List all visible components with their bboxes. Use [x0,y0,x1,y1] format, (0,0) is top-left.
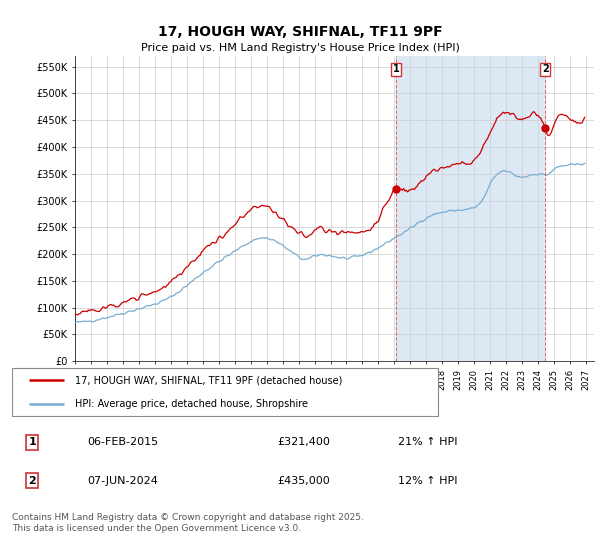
Text: £435,000: £435,000 [277,476,330,486]
Text: 12% ↑ HPI: 12% ↑ HPI [398,476,457,486]
Text: 17, HOUGH WAY, SHIFNAL, TF11 9PF (detached house): 17, HOUGH WAY, SHIFNAL, TF11 9PF (detach… [76,375,343,385]
Bar [545,56,594,361]
Text: £321,400: £321,400 [277,437,330,447]
FancyBboxPatch shape [12,368,438,416]
Bar [396,56,545,361]
Text: HPI: Average price, detached house, Shropshire: HPI: Average price, detached house, Shro… [76,399,308,409]
Text: Contains HM Land Registry data © Crown copyright and database right 2025.
This d: Contains HM Land Registry data © Crown c… [12,513,364,533]
Text: 06-FEB-2015: 06-FEB-2015 [87,437,158,447]
Text: 1: 1 [28,437,36,447]
Text: 07-JUN-2024: 07-JUN-2024 [87,476,158,486]
Text: 2: 2 [542,64,548,74]
Text: 1: 1 [392,64,399,74]
Text: 21% ↑ HPI: 21% ↑ HPI [398,437,457,447]
Text: 17, HOUGH WAY, SHIFNAL, TF11 9PF: 17, HOUGH WAY, SHIFNAL, TF11 9PF [158,25,442,39]
Text: Price paid vs. HM Land Registry's House Price Index (HPI): Price paid vs. HM Land Registry's House … [140,43,460,53]
Text: 2: 2 [28,476,36,486]
